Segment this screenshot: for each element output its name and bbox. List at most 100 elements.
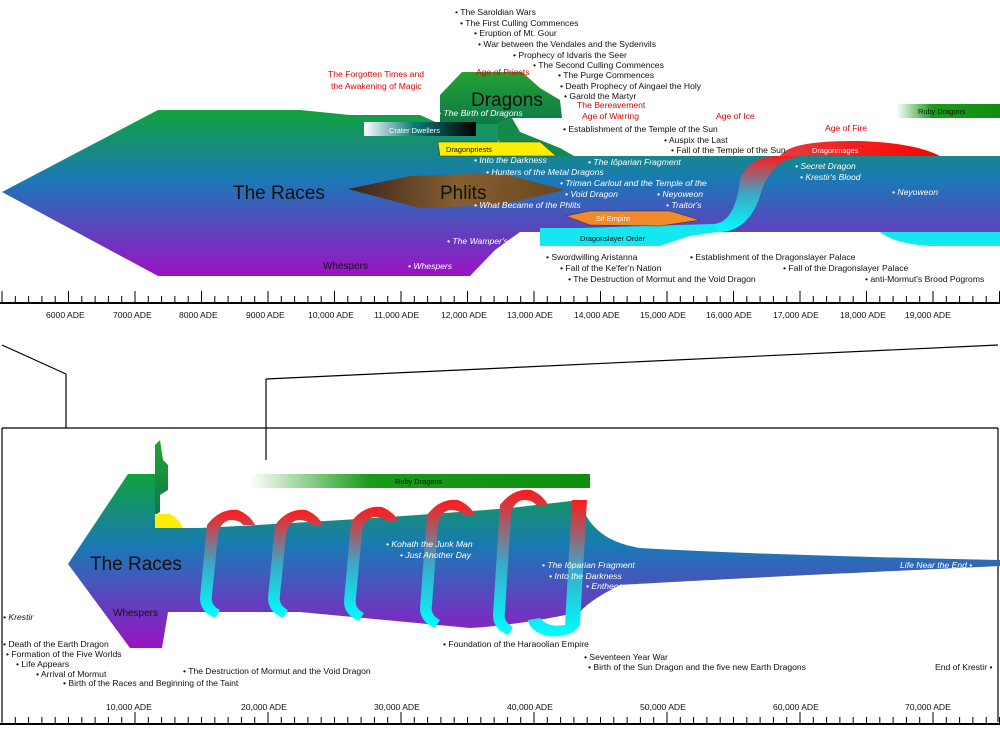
axis-label: 11,000 ADE	[374, 310, 419, 320]
top-panel: The Races Phlits Dragons Whespers • Whes…	[0, 7, 1000, 320]
event-label: • Auspix the Last	[664, 135, 728, 145]
axis-labels: 10,000 ADE 20,000 ADE 30,000 ADE 40,000 …	[106, 702, 951, 712]
events-above: • The Saroldian Wars • The First Culling…	[455, 7, 786, 155]
axis-label: 15,000 ADE	[640, 310, 686, 320]
sif-empire-label: Sif Empire	[596, 214, 630, 223]
event-label: • The Purge Commences	[558, 70, 654, 80]
crater-dwellers-label: Crater Dwellers	[389, 126, 440, 135]
story-label: • Kohath the Junk Man	[386, 539, 473, 549]
axis-label: 16,000 ADE	[706, 310, 752, 320]
event-label: • Establishment of the Dragonslayer Pala…	[690, 252, 856, 262]
story-label: • The Iôparian Fragment	[588, 157, 681, 167]
dragons-label: Dragons	[471, 90, 543, 111]
top-axis: 6000 ADE 7000 ADE 8000 ADE 9000 ADE 10,0…	[0, 291, 1000, 320]
ruby-dragons-label-top: Ruby Dragons	[918, 107, 966, 116]
age-label: Age of Warring	[582, 111, 639, 121]
axis-label: 60,000 ADE	[773, 702, 819, 712]
dragons-tower	[155, 440, 168, 515]
helix-coil	[493, 489, 548, 635]
helix-coil	[200, 509, 255, 618]
axis-label: 9000 ADE	[246, 310, 285, 320]
axis-labels: 6000 ADE 7000 ADE 8000 ADE 9000 ADE 10,0…	[46, 310, 951, 320]
dragonslayer-order-band	[540, 224, 718, 246]
event-label: • Fall of the Temple of the Sun	[671, 145, 786, 155]
dragonslayer-order-right	[880, 232, 1000, 246]
story-label: • Traitor's	[666, 200, 702, 210]
ruby-dragons-bar-top	[896, 104, 1000, 118]
story-label: • Triman Carlout and the Temple of the	[560, 178, 707, 188]
italic-events-bottom: • Kohath the Junk Man • Just Another Day…	[386, 539, 972, 591]
helix-coil	[344, 506, 399, 621]
axis-label: 10,000 ADE	[308, 310, 354, 320]
story-label: • Hunters of the Metal Dragons	[486, 167, 604, 177]
story-label: • The Birth of Dragons	[438, 108, 523, 118]
age-label: The Forgotten Times and	[328, 69, 424, 79]
story-label: • The Wamper's Deed	[447, 236, 531, 246]
event-label: • Birth of the Races and Beginning of th…	[63, 678, 239, 688]
axis-label: 19,000 ADE	[905, 310, 951, 320]
story-label: • Into the Darkness	[474, 155, 547, 165]
axis-label: 70,000 ADE	[905, 702, 951, 712]
event-label: End of Krestir •	[935, 662, 992, 672]
events-below: • Swordwilling Aristanna • Fall of the K…	[546, 252, 984, 284]
axis-label: 8000 ADE	[179, 310, 218, 320]
event-label: • Seventeen Year War	[584, 652, 668, 662]
event-label: • Death Prophecy of Aingael the Holy	[560, 81, 702, 91]
whespers-italic-top: • Whespers	[408, 261, 453, 271]
event-label: • The First Culling Commences	[460, 18, 578, 28]
story-label: • The Iôparian Fragment	[542, 560, 635, 570]
ruby-dragons-bar-bottom	[250, 474, 590, 488]
dragons-band	[440, 72, 562, 124]
age-label: the Awakening of Magic	[331, 81, 422, 91]
helix-coil	[420, 499, 475, 628]
story-label: • What Became of the Phlits	[474, 200, 581, 210]
ruby-dragons-label-bottom: Ruby Dragons	[395, 477, 443, 486]
event-label: • War between the Vendales and the Syden…	[478, 39, 656, 49]
event-label: • Life Appears	[16, 659, 69, 669]
event-label: • Foundation of the Haraoolian Empire	[443, 639, 589, 649]
axis-label: 12,000 ADE	[441, 310, 487, 320]
races-shape-bottom	[68, 474, 1000, 648]
event-label: • Death of the Earth Dragon	[3, 639, 109, 649]
age-label: Age of Priests	[476, 67, 530, 77]
event-label: • Krestir	[3, 612, 34, 622]
axis-label: 40,000 ADE	[507, 702, 553, 712]
axis-label: 13,000 ADE	[507, 310, 553, 320]
story-label: • Neyoweon	[657, 189, 703, 199]
event-label: • Arrival of Mormut	[36, 669, 107, 679]
axis-label: 14,000 ADE	[574, 310, 620, 320]
bottom-axis: 10,000 ADE 20,000 ADE 30,000 ADE 40,000 …	[0, 702, 1000, 725]
axis-label: 18,000 ADE	[840, 310, 886, 320]
age-label: The Bereavement	[577, 100, 646, 110]
axis-label: 17,000 ADE	[773, 310, 819, 320]
story-label: • Secret Dragon	[795, 161, 856, 171]
story-label: • Void Dragon	[565, 189, 618, 199]
event-label: • Swordwilling Aristanna	[546, 252, 638, 262]
italic-events-top: • The Birth of Dragons • Into the Darkne…	[438, 108, 938, 246]
dragonmages-label: Dragonmages	[812, 146, 859, 155]
story-label: • Into the Darkness	[549, 571, 622, 581]
event-label: • Eruption of Mt. Gour	[474, 28, 557, 38]
axis-label: 6000 ADE	[46, 310, 85, 320]
dragonpriests-bar	[437, 141, 557, 157]
axis-label: 50,000 ADE	[640, 702, 686, 712]
dragonpriests-small	[155, 514, 183, 528]
story-label: • Neyoweon	[892, 187, 938, 197]
age-label: Age of Fire	[825, 123, 867, 133]
phlits-label: Phlits	[440, 183, 486, 204]
phlits-shape	[348, 173, 565, 208]
age-labels: The Forgotten Times and the Awakening of…	[328, 67, 867, 133]
axis-ticks	[1, 291, 1000, 303]
helix-coil-final	[528, 500, 587, 637]
dragonslayer-order-label: Dragonslayer Order	[580, 234, 645, 243]
age-label: Age of Ice	[716, 111, 755, 121]
axis-label: 10,000 ADE	[106, 702, 152, 712]
event-label: • The Saroldian Wars	[455, 7, 536, 17]
zoom-connector	[1, 344, 999, 722]
whespers-label-bottom: Whespers	[113, 608, 158, 619]
bottom-panel: The Races Whespers Ruby Dragons • Kohath…	[0, 440, 1000, 725]
sif-empire-band	[565, 210, 701, 227]
events-right: • Foundation of the Haraoolian Empire • …	[443, 639, 992, 672]
dragonmages-band	[780, 140, 940, 156]
